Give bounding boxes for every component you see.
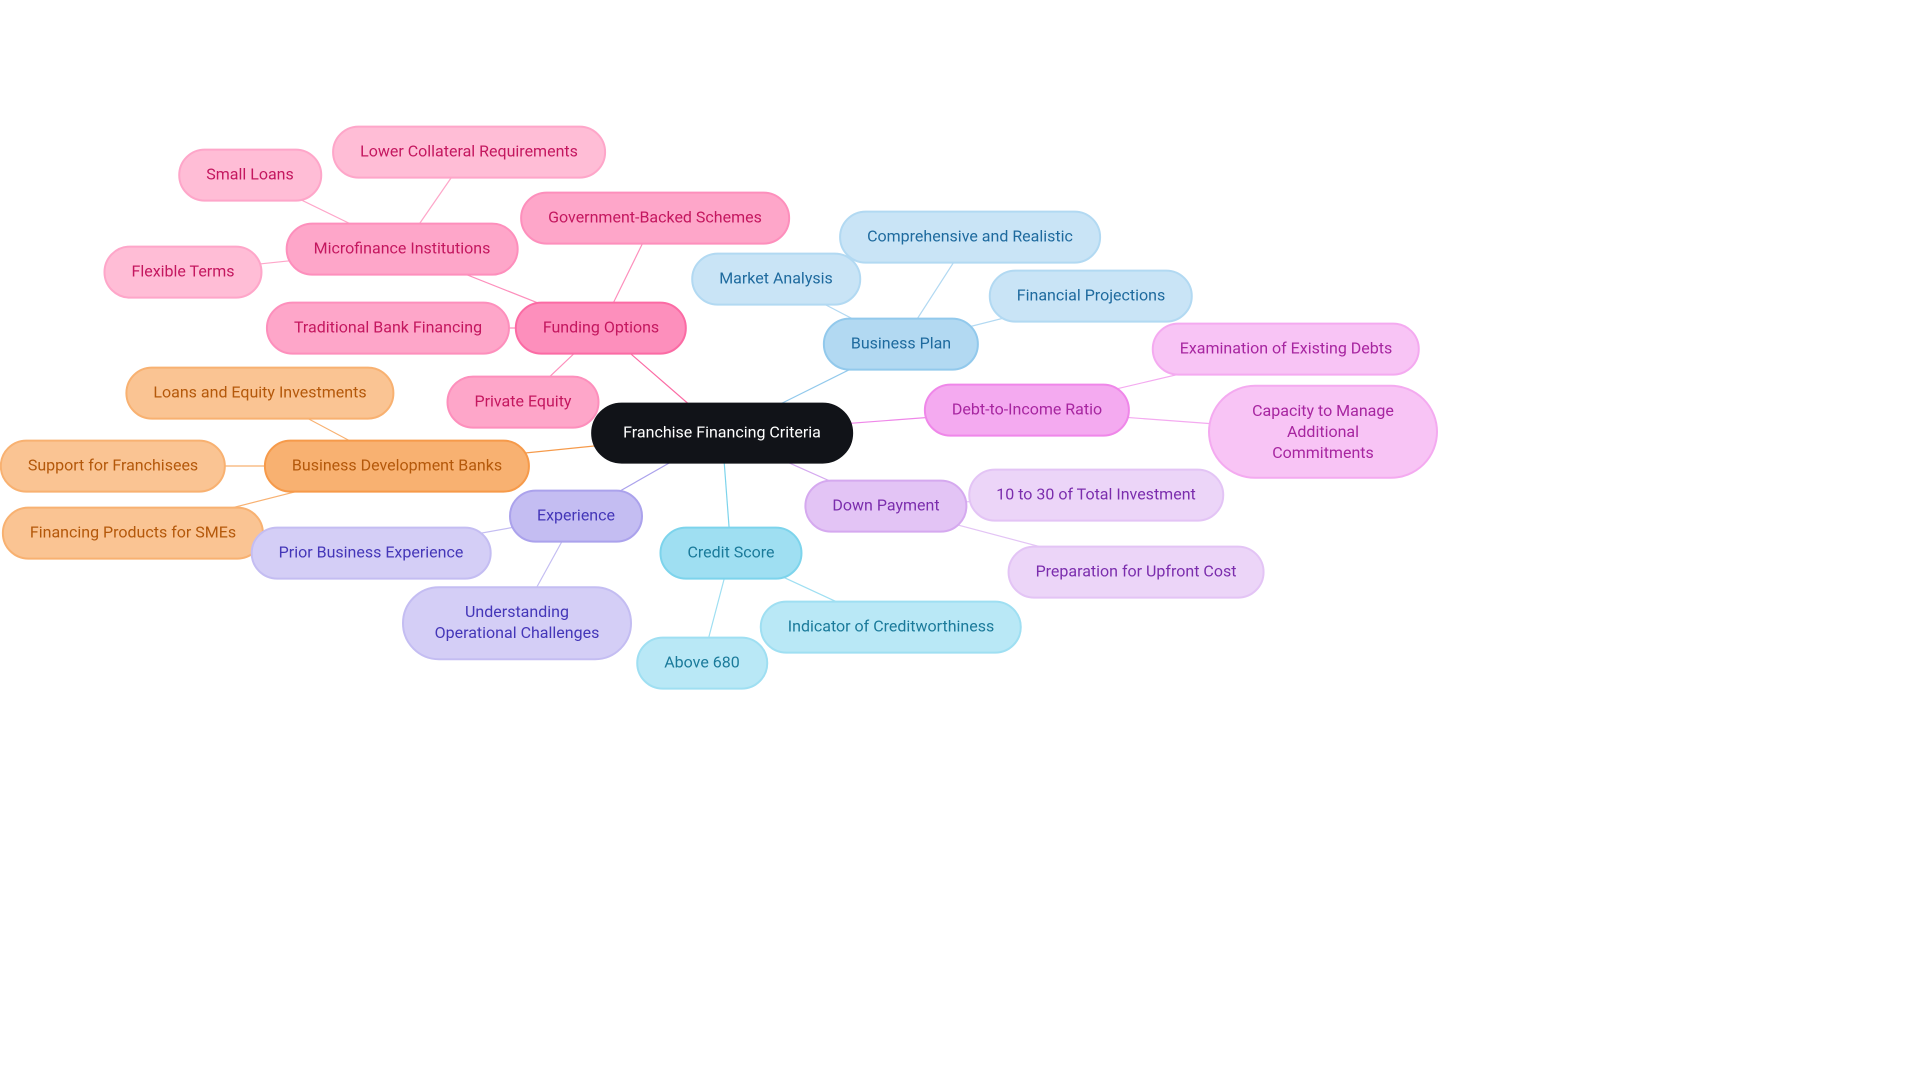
node-lowercoll: Lower Collateral Requirements — [332, 126, 606, 179]
node-priorbiz: Prior Business Experience — [251, 527, 492, 580]
node-credit: Credit Score — [659, 527, 802, 580]
node-indcred: Indicator of Creditworthiness — [760, 601, 1022, 654]
node-tradbank: Traditional Bank Financing — [266, 302, 510, 355]
node-supportfran: Support for Franchisees — [0, 440, 226, 493]
node-funding: Funding Options — [515, 302, 687, 355]
node-finproj: Financial Projections — [989, 270, 1193, 323]
node-tentothirty: 10 to 30 of Total Investment — [968, 469, 1224, 522]
node-micro: Microfinance Institutions — [286, 223, 519, 276]
node-finprodsme: Financing Products for SMEs — [2, 507, 264, 560]
node-bdb: Business Development Banks — [264, 440, 530, 493]
center-node: Franchise Financing Criteria — [591, 403, 853, 464]
node-capmanage: Capacity to Manage Additional Commitment… — [1208, 385, 1438, 479]
node-examdebt: Examination of Existing Debts — [1152, 323, 1420, 376]
node-undop: Understanding Operational Challenges — [402, 586, 632, 660]
node-prepup: Preparation for Upfront Cost — [1008, 546, 1265, 599]
node-privateeq: Private Equity — [447, 376, 600, 429]
node-above680: Above 680 — [636, 637, 768, 690]
node-flexterms: Flexible Terms — [103, 246, 262, 299]
mindmap-canvas: Franchise Financing Criteria Funding Opti… — [0, 0, 1920, 1083]
node-exp: Experience — [509, 490, 643, 543]
node-smallloans: Small Loans — [178, 149, 322, 202]
node-mktan: Market Analysis — [691, 253, 861, 306]
node-dti: Debt-to-Income Ratio — [924, 384, 1130, 437]
node-govback: Government-Backed Schemes — [520, 192, 790, 245]
node-loanseq: Loans and Equity Investments — [125, 367, 394, 420]
node-bplan: Business Plan — [823, 318, 979, 371]
node-downpay: Down Payment — [804, 480, 967, 533]
node-compreal: Comprehensive and Realistic — [839, 211, 1101, 264]
